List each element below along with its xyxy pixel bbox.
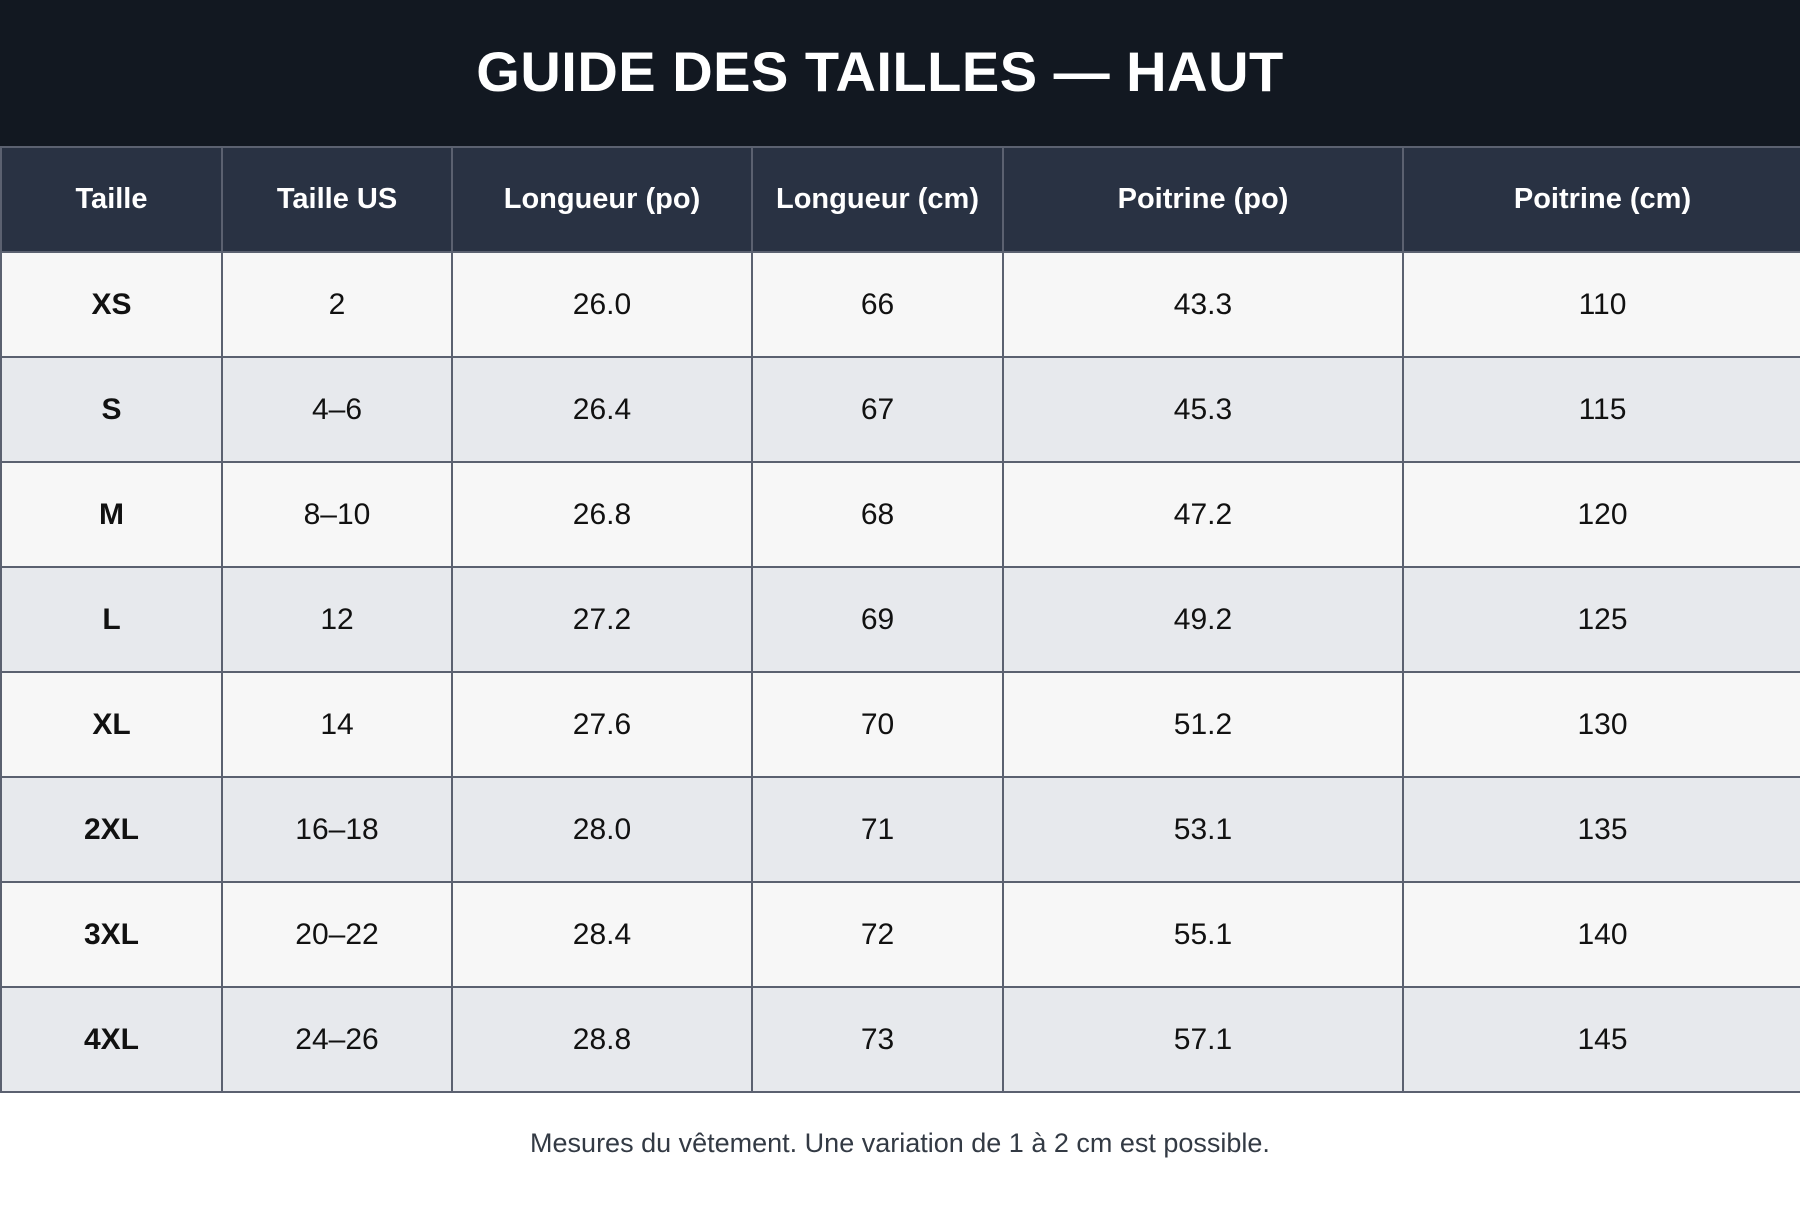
measurement-note-text: Mesures du vêtement. Une variation de 1 … bbox=[530, 1128, 1270, 1158]
table-row: L 12 27.2 69 49.2 125 bbox=[0, 566, 1800, 673]
table-row: 2XL 16–18 28.0 71 53.1 135 bbox=[0, 776, 1800, 883]
length-cm-cell: 72 bbox=[751, 881, 1004, 988]
length-cm-cell: 73 bbox=[751, 986, 1004, 1093]
chest-in-cell: 43.3 bbox=[1002, 251, 1404, 358]
page-title: GUIDE DES TAILLES — HAUT bbox=[476, 39, 1284, 103]
length-cm-cell: 66 bbox=[751, 251, 1004, 358]
table-row: XS 2 26.0 66 43.3 110 bbox=[0, 251, 1800, 358]
chest-in-cell: 55.1 bbox=[1002, 881, 1404, 988]
chest-cm-cell: 145 bbox=[1402, 986, 1800, 1093]
length-cm-cell: 70 bbox=[751, 671, 1004, 778]
us-size-cell: 8–10 bbox=[221, 461, 453, 568]
chest-cm-cell: 110 bbox=[1402, 251, 1800, 358]
table-row: 3XL 20–22 28.4 72 55.1 140 bbox=[0, 881, 1800, 988]
length-in-cell: 26.0 bbox=[451, 251, 753, 358]
length-in-cell: 26.4 bbox=[451, 356, 753, 463]
column-header-chest-cm: Poitrine (cm) bbox=[1402, 146, 1800, 253]
size-cell: S bbox=[0, 356, 223, 463]
us-size-cell: 4–6 bbox=[221, 356, 453, 463]
size-cell: 4XL bbox=[0, 986, 223, 1093]
title-bar: GUIDE DES TAILLES — HAUT bbox=[0, 0, 1800, 146]
table-row: M 8–10 26.8 68 47.2 120 bbox=[0, 461, 1800, 568]
table-row: S 4–6 26.4 67 45.3 115 bbox=[0, 356, 1800, 463]
length-in-cell: 28.8 bbox=[451, 986, 753, 1093]
chest-in-cell: 49.2 bbox=[1002, 566, 1404, 673]
size-cell: XL bbox=[0, 671, 223, 778]
length-cm-cell: 68 bbox=[751, 461, 1004, 568]
length-in-cell: 28.0 bbox=[451, 776, 753, 883]
size-cell: L bbox=[0, 566, 223, 673]
column-header-length-in: Longueur (po) bbox=[451, 146, 753, 253]
table-row: 4XL 24–26 28.8 73 57.1 145 bbox=[0, 986, 1800, 1093]
size-cell: M bbox=[0, 461, 223, 568]
chest-cm-cell: 120 bbox=[1402, 461, 1800, 568]
us-size-cell: 14 bbox=[221, 671, 453, 778]
chest-in-cell: 45.3 bbox=[1002, 356, 1404, 463]
length-cm-cell: 67 bbox=[751, 356, 1004, 463]
chest-cm-cell: 130 bbox=[1402, 671, 1800, 778]
us-size-cell: 20–22 bbox=[221, 881, 453, 988]
size-cell: 3XL bbox=[0, 881, 223, 988]
length-in-cell: 27.6 bbox=[451, 671, 753, 778]
size-cell: 2XL bbox=[0, 776, 223, 883]
us-size-cell: 16–18 bbox=[221, 776, 453, 883]
us-size-cell: 12 bbox=[221, 566, 453, 673]
length-cm-cell: 71 bbox=[751, 776, 1004, 883]
length-cm-cell: 69 bbox=[751, 566, 1004, 673]
column-header-us-size: Taille US bbox=[221, 146, 453, 253]
chest-cm-cell: 140 bbox=[1402, 881, 1800, 988]
length-in-cell: 27.2 bbox=[451, 566, 753, 673]
column-header-chest-in: Poitrine (po) bbox=[1002, 146, 1404, 253]
measurement-note: Mesures du vêtement. Une variation de 1 … bbox=[0, 1128, 1800, 1159]
chest-cm-cell: 125 bbox=[1402, 566, 1800, 673]
column-header-length-cm: Longueur (cm) bbox=[751, 146, 1004, 253]
chest-in-cell: 51.2 bbox=[1002, 671, 1404, 778]
us-size-cell: 24–26 bbox=[221, 986, 453, 1093]
column-header-size: Taille bbox=[0, 146, 223, 253]
chest-cm-cell: 135 bbox=[1402, 776, 1800, 883]
size-cell: XS bbox=[0, 251, 223, 358]
chest-in-cell: 57.1 bbox=[1002, 986, 1404, 1093]
table-header-row: Taille Taille US Longueur (po) Longueur … bbox=[0, 146, 1800, 253]
us-size-cell: 2 bbox=[221, 251, 453, 358]
length-in-cell: 26.8 bbox=[451, 461, 753, 568]
length-in-cell: 28.4 bbox=[451, 881, 753, 988]
chest-in-cell: 47.2 bbox=[1002, 461, 1404, 568]
chest-cm-cell: 115 bbox=[1402, 356, 1800, 463]
table-row: XL 14 27.6 70 51.2 130 bbox=[0, 671, 1800, 778]
chest-in-cell: 53.1 bbox=[1002, 776, 1404, 883]
size-chart-table: Taille Taille US Longueur (po) Longueur … bbox=[0, 146, 1800, 1093]
